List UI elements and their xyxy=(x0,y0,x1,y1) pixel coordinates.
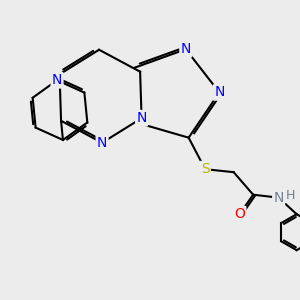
Text: N: N xyxy=(274,191,284,205)
Text: N: N xyxy=(52,73,62,87)
Text: N: N xyxy=(136,111,147,125)
Text: N: N xyxy=(181,42,191,56)
Text: N: N xyxy=(214,85,224,99)
Text: O: O xyxy=(234,207,245,221)
Text: H: H xyxy=(285,189,295,202)
Text: N: N xyxy=(97,136,107,150)
Text: S: S xyxy=(201,162,209,176)
